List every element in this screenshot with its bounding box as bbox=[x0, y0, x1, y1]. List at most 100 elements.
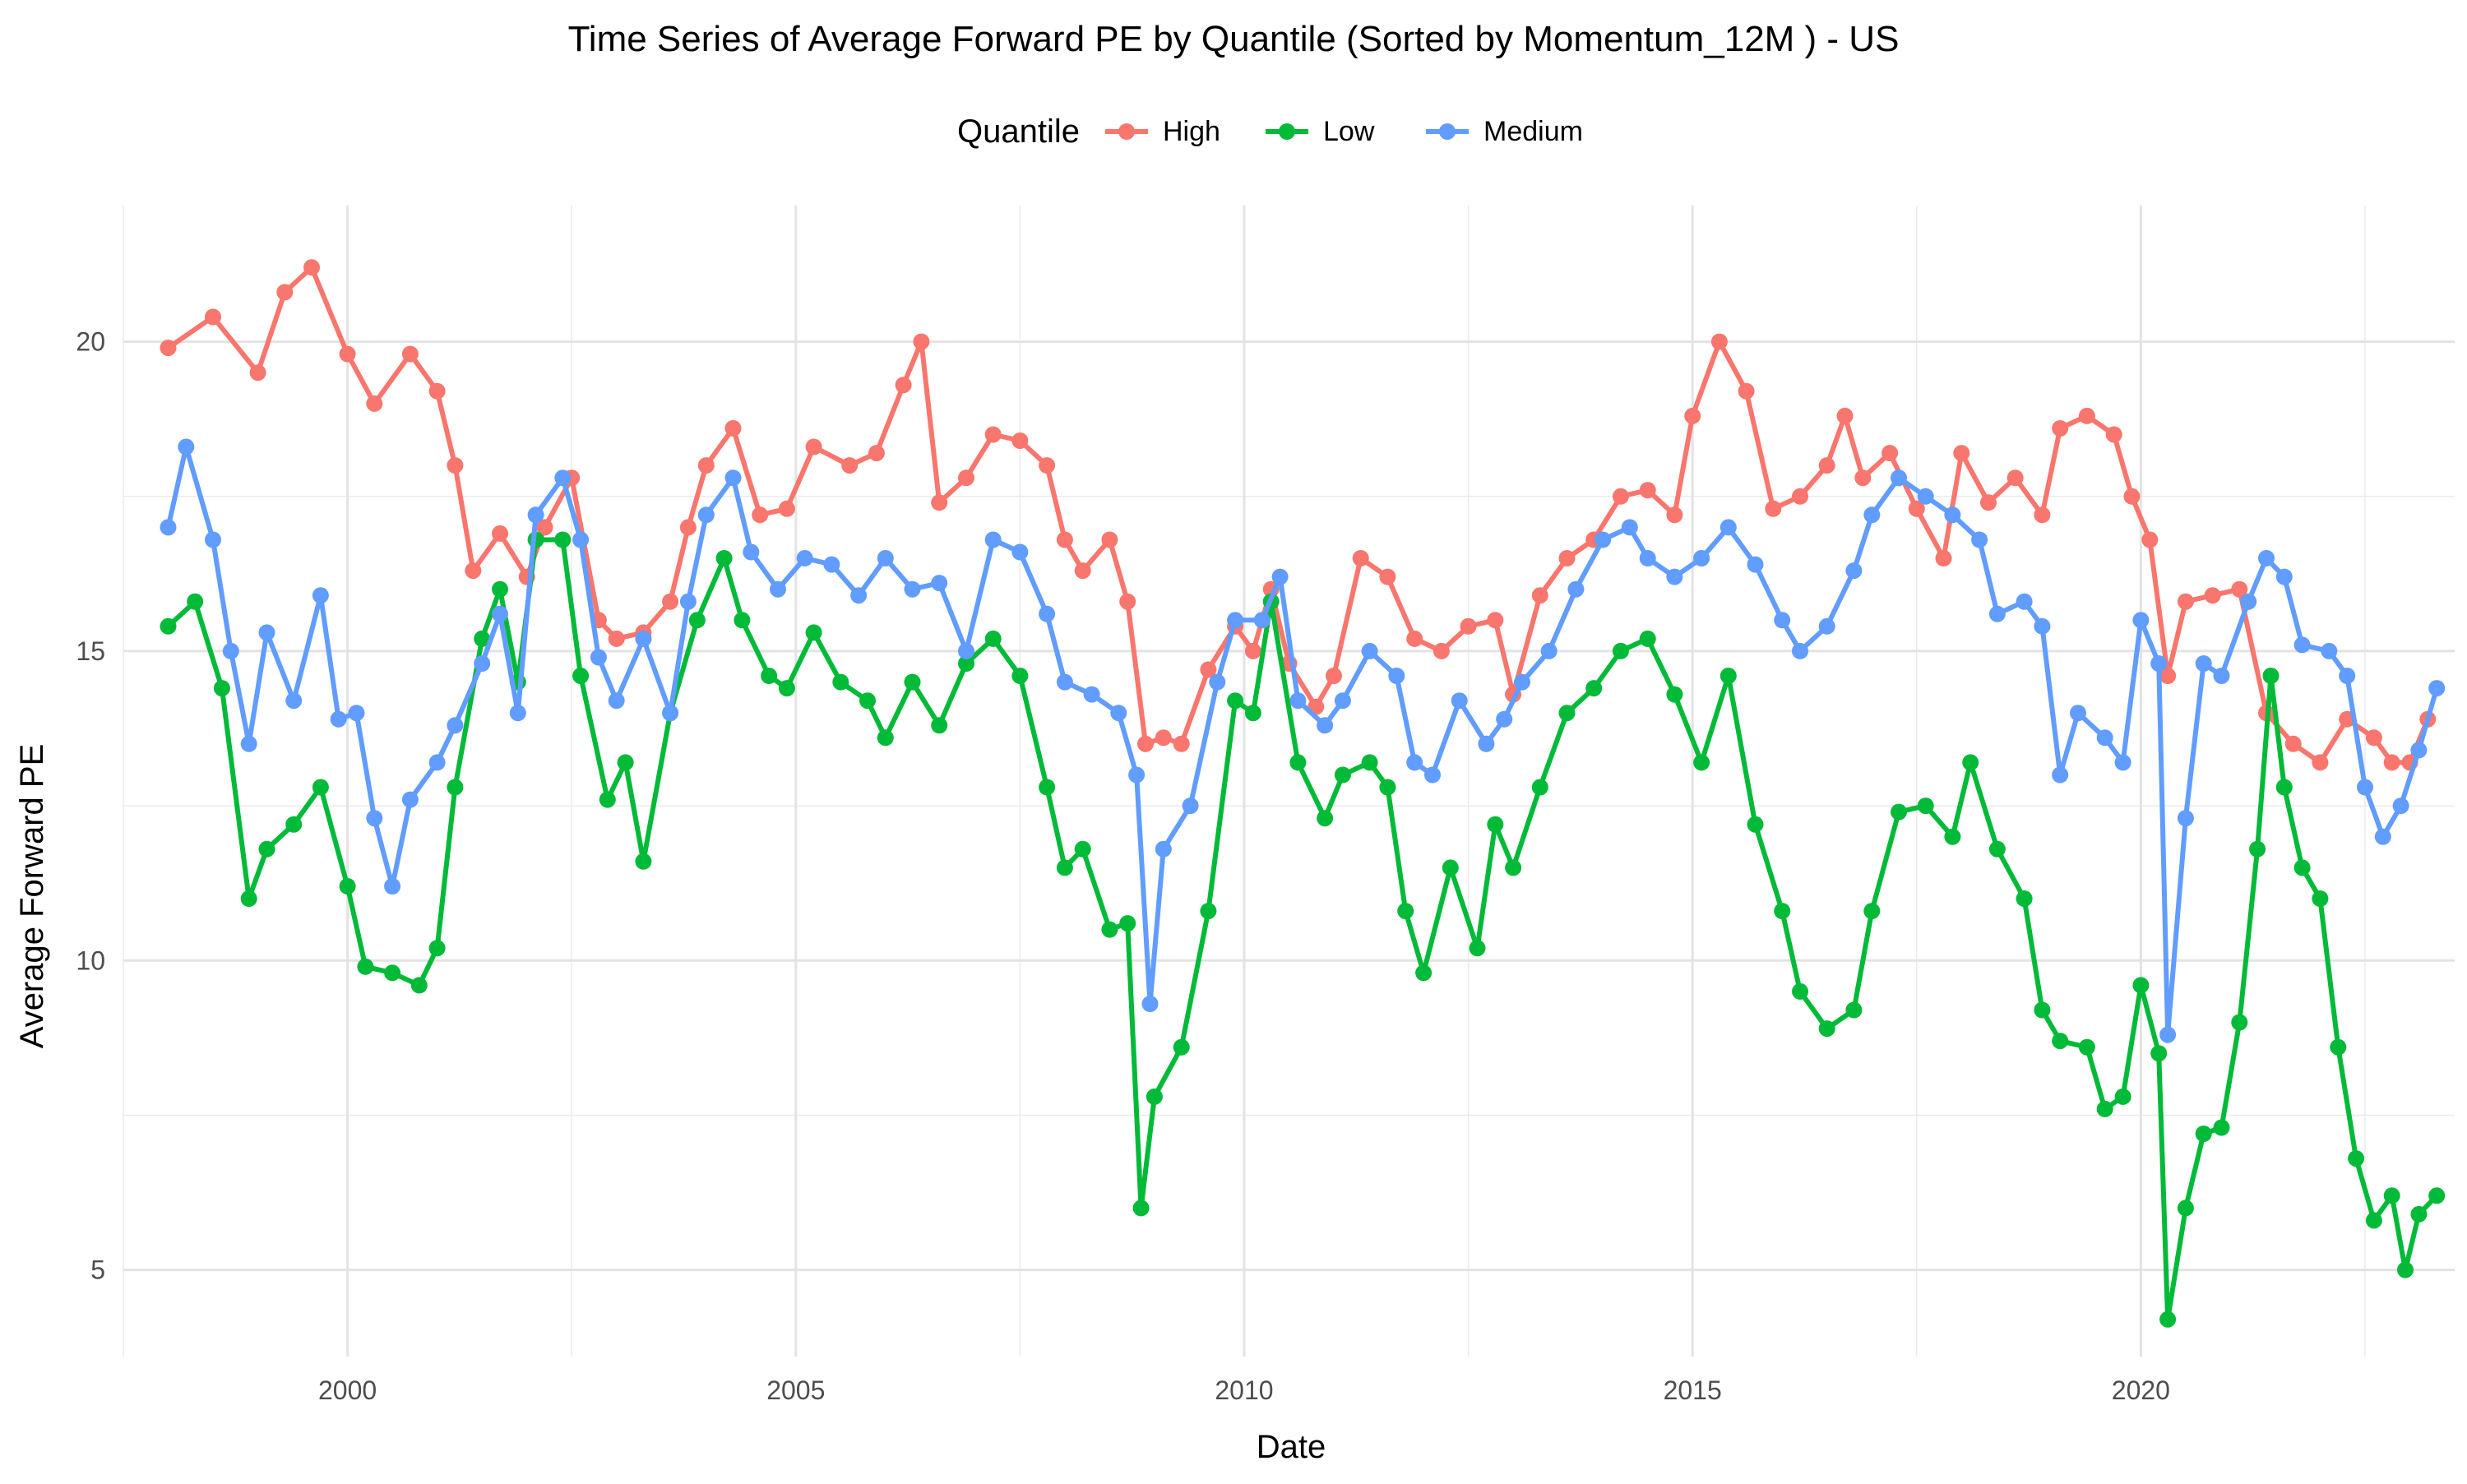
data-point-low bbox=[1039, 779, 1056, 796]
data-point-medium bbox=[1141, 996, 1159, 1012]
data-point-medium bbox=[2150, 655, 2168, 672]
data-point-low bbox=[213, 680, 230, 697]
data-point-medium bbox=[743, 543, 760, 561]
data-point-medium bbox=[330, 710, 347, 728]
data-point-medium bbox=[2132, 612, 2150, 629]
data-point-low bbox=[410, 977, 428, 994]
data-point-high bbox=[1854, 469, 1872, 487]
data-point-low bbox=[357, 958, 374, 975]
data-point-low bbox=[1487, 816, 1504, 833]
data-point-low bbox=[1944, 828, 1961, 845]
data-point-medium bbox=[1155, 840, 1172, 858]
data-point-high bbox=[1379, 568, 1396, 585]
data-point-medium bbox=[1128, 766, 1146, 784]
data-point-low bbox=[778, 680, 795, 697]
data-point-medium bbox=[1988, 605, 2006, 622]
legend-label-medium: Medium bbox=[1483, 116, 1583, 147]
data-point-medium bbox=[1496, 710, 1513, 728]
data-point-medium bbox=[1039, 605, 1056, 622]
data-point-low bbox=[572, 668, 590, 684]
data-point-medium bbox=[877, 550, 894, 566]
data-point-low bbox=[2262, 668, 2280, 684]
data-point-high bbox=[492, 525, 508, 542]
data-point-high bbox=[2365, 729, 2382, 747]
data-point-low bbox=[1442, 859, 1459, 876]
data-point-medium bbox=[931, 575, 948, 592]
series-layer bbox=[160, 259, 2446, 1328]
data-point-medium bbox=[1863, 506, 1881, 524]
data-point-low bbox=[1397, 903, 1414, 920]
x-axis-label: Date bbox=[1257, 1429, 1326, 1465]
data-point-high bbox=[868, 445, 885, 462]
data-point-medium bbox=[285, 692, 303, 710]
data-point-low bbox=[2052, 1033, 2069, 1050]
data-point-high bbox=[1155, 729, 1172, 747]
data-point-medium bbox=[240, 735, 257, 752]
data-point-high bbox=[1792, 488, 1808, 505]
data-point-medium bbox=[2114, 754, 2131, 771]
data-point-high bbox=[2078, 407, 2095, 424]
data-point-medium bbox=[2293, 636, 2311, 654]
data-point-low bbox=[2150, 1045, 2168, 1062]
data-point-medium bbox=[608, 692, 625, 710]
data-point-medium bbox=[1424, 766, 1441, 784]
data-point-medium bbox=[2275, 568, 2293, 585]
data-point-medium bbox=[2240, 593, 2257, 610]
data-point-medium bbox=[662, 705, 679, 722]
legend-key-point-high bbox=[1118, 123, 1135, 140]
data-point-medium bbox=[1621, 519, 1638, 536]
data-point-medium bbox=[2159, 1026, 2177, 1043]
data-point-low bbox=[1415, 964, 1433, 982]
data-point-medium bbox=[401, 791, 419, 808]
data-point-low bbox=[258, 840, 275, 858]
legend-key-point-medium bbox=[1439, 123, 1456, 140]
data-point-low bbox=[2293, 859, 2311, 876]
data-point-high bbox=[2177, 593, 2194, 610]
data-point-medium bbox=[2213, 668, 2230, 684]
data-point-high bbox=[805, 438, 822, 455]
data-point-high bbox=[1666, 506, 1683, 524]
data-point-medium bbox=[1971, 531, 1988, 548]
data-point-low bbox=[1011, 668, 1029, 684]
data-point-medium bbox=[1917, 488, 1934, 505]
data-point-medium bbox=[823, 556, 840, 573]
data-point-high bbox=[339, 345, 356, 363]
data-point-high bbox=[841, 457, 859, 474]
data-point-low bbox=[492, 580, 508, 598]
data-point-low bbox=[1612, 642, 1629, 659]
data-point-high bbox=[2006, 469, 2024, 487]
x-tick-label: 2000 bbox=[318, 1375, 377, 1405]
data-point-high bbox=[205, 308, 221, 326]
data-point-high bbox=[895, 377, 912, 394]
data-point-medium bbox=[770, 580, 786, 598]
data-point-high bbox=[1908, 500, 1925, 517]
data-point-low bbox=[617, 754, 634, 771]
data-point-high bbox=[1433, 642, 1450, 659]
data-point-medium bbox=[697, 506, 715, 524]
data-point-high bbox=[160, 340, 177, 357]
data-point-low bbox=[2330, 1038, 2347, 1056]
data-point-low bbox=[2132, 977, 2150, 994]
data-point-low bbox=[2365, 1212, 2382, 1229]
data-point-low bbox=[339, 878, 356, 895]
y-axis-label: Average Forward PE bbox=[14, 744, 50, 1049]
data-point-medium bbox=[2339, 668, 2356, 684]
data-point-low bbox=[958, 655, 974, 672]
data-point-low bbox=[2177, 1200, 2194, 1217]
data-point-high bbox=[1460, 617, 1477, 635]
data-point-medium bbox=[1227, 612, 1244, 629]
data-point-high bbox=[1558, 550, 1576, 566]
data-point-low bbox=[805, 624, 822, 641]
data-point-medium bbox=[1056, 673, 1073, 691]
data-point-low bbox=[715, 550, 733, 566]
data-point-medium bbox=[1209, 673, 1226, 691]
data-point-medium bbox=[1639, 550, 1656, 566]
data-point-high bbox=[2383, 754, 2400, 771]
data-point-low bbox=[832, 673, 849, 691]
data-point-high bbox=[249, 364, 266, 381]
data-point-high bbox=[1200, 661, 1217, 678]
data-point-medium bbox=[312, 587, 329, 604]
data-point-high bbox=[2123, 488, 2141, 505]
data-point-high bbox=[447, 457, 464, 474]
